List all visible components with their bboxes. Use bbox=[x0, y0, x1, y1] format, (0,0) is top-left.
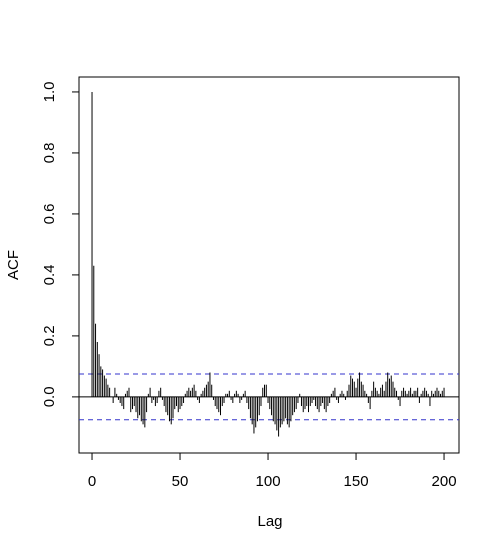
x-tick-label: 150 bbox=[344, 473, 369, 490]
x-tick-label: 100 bbox=[256, 473, 281, 490]
y-axis-label: ACF bbox=[5, 250, 22, 280]
y-tick-label: 0.2 bbox=[41, 325, 58, 346]
y-tick-label: 0.6 bbox=[41, 203, 58, 224]
y-tick-label: 1.0 bbox=[41, 82, 58, 103]
x-tick-label: 0 bbox=[88, 473, 96, 490]
y-tick-label: 0.8 bbox=[41, 143, 58, 164]
x-axis-label: Lag bbox=[257, 513, 282, 530]
x-tick-label: 200 bbox=[432, 473, 457, 490]
y-tick-label: 0.0 bbox=[41, 386, 58, 407]
x-tick-label: 50 bbox=[172, 473, 189, 490]
y-tick-label: 0.4 bbox=[41, 264, 58, 285]
